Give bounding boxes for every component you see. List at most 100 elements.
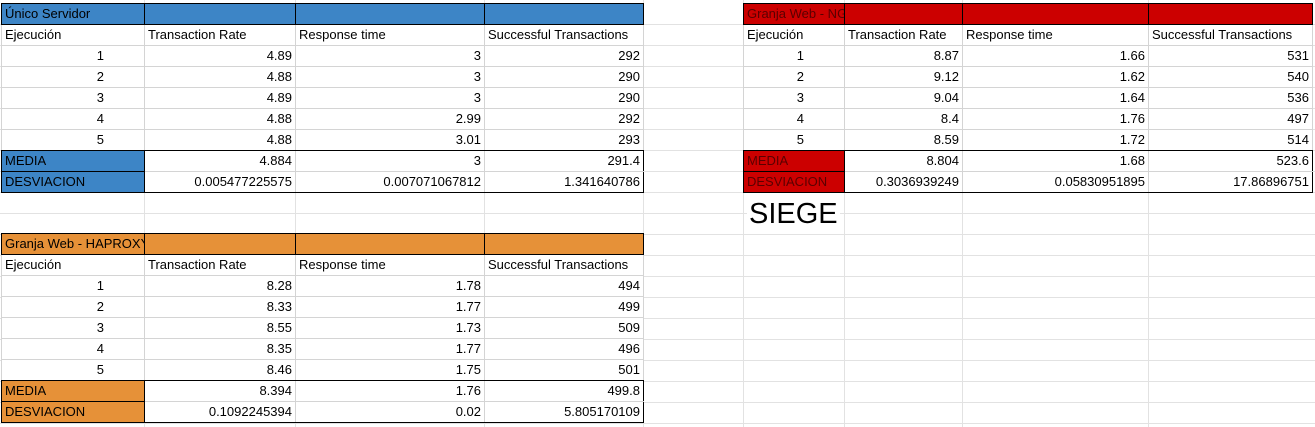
value-cell[interactable]: 514 — [1148, 129, 1313, 151]
value-cell[interactable]: 8.35 — [144, 338, 296, 360]
desviacion-value-cell[interactable]: 0.007071067812 — [295, 171, 485, 193]
desviacion-value-cell[interactable]: 0.1092245394 — [144, 401, 296, 423]
value-cell[interactable]: 292 — [484, 108, 644, 130]
desviacion-label-cell[interactable]: DESVIACION — [1, 171, 145, 193]
value-cell[interactable]: 1.76 — [962, 108, 1149, 130]
media-value-cell[interactable]: 499.8 — [484, 380, 644, 402]
value-cell[interactable]: 501 — [484, 359, 644, 381]
title-fill-cell[interactable] — [1148, 3, 1313, 25]
desviacion-value-cell[interactable]: 0.05830951895 — [962, 171, 1149, 193]
column-header-cell[interactable]: Transaction Rate — [844, 24, 963, 46]
value-cell[interactable]: 2.99 — [295, 108, 485, 130]
value-cell[interactable]: 1.64 — [962, 87, 1149, 109]
desviacion-value-cell[interactable]: 0.02 — [295, 401, 485, 423]
table-title-cell[interactable]: Granja Web - HAPROXY — [1, 233, 145, 255]
table-title-cell[interactable]: Granja Web - NGINX — [743, 3, 845, 25]
value-cell[interactable]: 540 — [1148, 66, 1313, 88]
run-number-cell[interactable]: 2 — [1, 66, 145, 88]
media-value-cell[interactable]: 523.6 — [1148, 150, 1313, 172]
value-cell[interactable]: 1.77 — [295, 296, 485, 318]
run-number-cell[interactable]: 1 — [743, 45, 845, 67]
desviacion-label-cell[interactable]: DESVIACION — [743, 171, 845, 193]
title-fill-cell[interactable] — [844, 3, 963, 25]
run-number-cell[interactable]: 1 — [1, 45, 145, 67]
column-header-cell[interactable]: Successful Transactions — [1148, 24, 1313, 46]
value-cell[interactable]: 290 — [484, 87, 644, 109]
run-number-cell[interactable]: 2 — [1, 296, 145, 318]
column-header-cell[interactable]: Ejecución — [743, 24, 845, 46]
media-value-cell[interactable]: 8.394 — [144, 380, 296, 402]
value-cell[interactable]: 4.88 — [144, 66, 296, 88]
value-cell[interactable]: 1.62 — [962, 66, 1149, 88]
media-label-cell[interactable]: MEDIA — [743, 150, 845, 172]
value-cell[interactable]: 1.66 — [962, 45, 1149, 67]
column-header-cell[interactable]: Successful Transactions — [484, 254, 644, 276]
value-cell[interactable]: 293 — [484, 129, 644, 151]
value-cell[interactable]: 4.89 — [144, 45, 296, 67]
column-header-cell[interactable]: Response time — [295, 254, 485, 276]
value-cell[interactable]: 536 — [1148, 87, 1313, 109]
media-value-cell[interactable]: 1.68 — [962, 150, 1149, 172]
value-cell[interactable]: 1.75 — [295, 359, 485, 381]
value-cell[interactable]: 531 — [1148, 45, 1313, 67]
value-cell[interactable]: 8.87 — [844, 45, 963, 67]
value-cell[interactable]: 509 — [484, 317, 644, 339]
desviacion-label-cell[interactable]: DESVIACION — [1, 401, 145, 423]
column-header-cell[interactable]: Transaction Rate — [144, 254, 296, 276]
media-value-cell[interactable]: 3 — [295, 150, 485, 172]
column-header-cell[interactable]: Transaction Rate — [144, 24, 296, 46]
value-cell[interactable]: 497 — [1148, 108, 1313, 130]
value-cell[interactable]: 4.89 — [144, 87, 296, 109]
media-label-cell[interactable]: MEDIA — [1, 380, 145, 402]
run-number-cell[interactable]: 5 — [1, 359, 145, 381]
title-fill-cell[interactable] — [484, 3, 644, 25]
title-fill-cell[interactable] — [144, 233, 296, 255]
column-header-cell[interactable]: Successful Transactions — [484, 24, 644, 46]
title-fill-cell[interactable] — [484, 233, 644, 255]
value-cell[interactable]: 494 — [484, 275, 644, 297]
value-cell[interactable]: 496 — [484, 338, 644, 360]
value-cell[interactable]: 290 — [484, 66, 644, 88]
value-cell[interactable]: 8.4 — [844, 108, 963, 130]
value-cell[interactable]: 1.78 — [295, 275, 485, 297]
run-number-cell[interactable]: 4 — [1, 108, 145, 130]
value-cell[interactable]: 8.33 — [144, 296, 296, 318]
value-cell[interactable]: 9.12 — [844, 66, 963, 88]
run-number-cell[interactable]: 1 — [1, 275, 145, 297]
column-header-cell[interactable]: Ejecución — [1, 24, 145, 46]
media-label-cell[interactable]: MEDIA — [1, 150, 145, 172]
run-number-cell[interactable]: 3 — [1, 87, 145, 109]
title-fill-cell[interactable] — [144, 3, 296, 25]
value-cell[interactable]: 8.59 — [844, 129, 963, 151]
desviacion-value-cell[interactable]: 5.805170109 — [484, 401, 644, 423]
title-fill-cell[interactable] — [962, 3, 1149, 25]
media-value-cell[interactable]: 8.804 — [844, 150, 963, 172]
run-number-cell[interactable]: 3 — [1, 317, 145, 339]
column-header-cell[interactable]: Response time — [962, 24, 1149, 46]
desviacion-value-cell[interactable]: 0.3036939249 — [844, 171, 963, 193]
value-cell[interactable]: 3 — [295, 66, 485, 88]
column-header-cell[interactable]: Response time — [295, 24, 485, 46]
value-cell[interactable]: 4.88 — [144, 129, 296, 151]
title-fill-cell[interactable] — [295, 3, 485, 25]
value-cell[interactable]: 8.28 — [144, 275, 296, 297]
value-cell[interactable]: 3.01 — [295, 129, 485, 151]
value-cell[interactable]: 4.88 — [144, 108, 296, 130]
desviacion-value-cell[interactable]: 1.341640786 — [484, 171, 644, 193]
value-cell[interactable]: 8.55 — [144, 317, 296, 339]
value-cell[interactable]: 3 — [295, 87, 485, 109]
column-header-cell[interactable]: Ejecución — [1, 254, 145, 276]
value-cell[interactable]: 9.04 — [844, 87, 963, 109]
run-number-cell[interactable]: 4 — [743, 108, 845, 130]
media-value-cell[interactable]: 291.4 — [484, 150, 644, 172]
run-number-cell[interactable]: 5 — [1, 129, 145, 151]
media-value-cell[interactable]: 1.76 — [295, 380, 485, 402]
value-cell[interactable]: 499 — [484, 296, 644, 318]
run-number-cell[interactable]: 3 — [743, 87, 845, 109]
value-cell[interactable]: 1.73 — [295, 317, 485, 339]
value-cell[interactable]: 292 — [484, 45, 644, 67]
value-cell[interactable]: 8.46 — [144, 359, 296, 381]
value-cell[interactable]: 1.72 — [962, 129, 1149, 151]
media-value-cell[interactable]: 4.884 — [144, 150, 296, 172]
run-number-cell[interactable]: 2 — [743, 66, 845, 88]
